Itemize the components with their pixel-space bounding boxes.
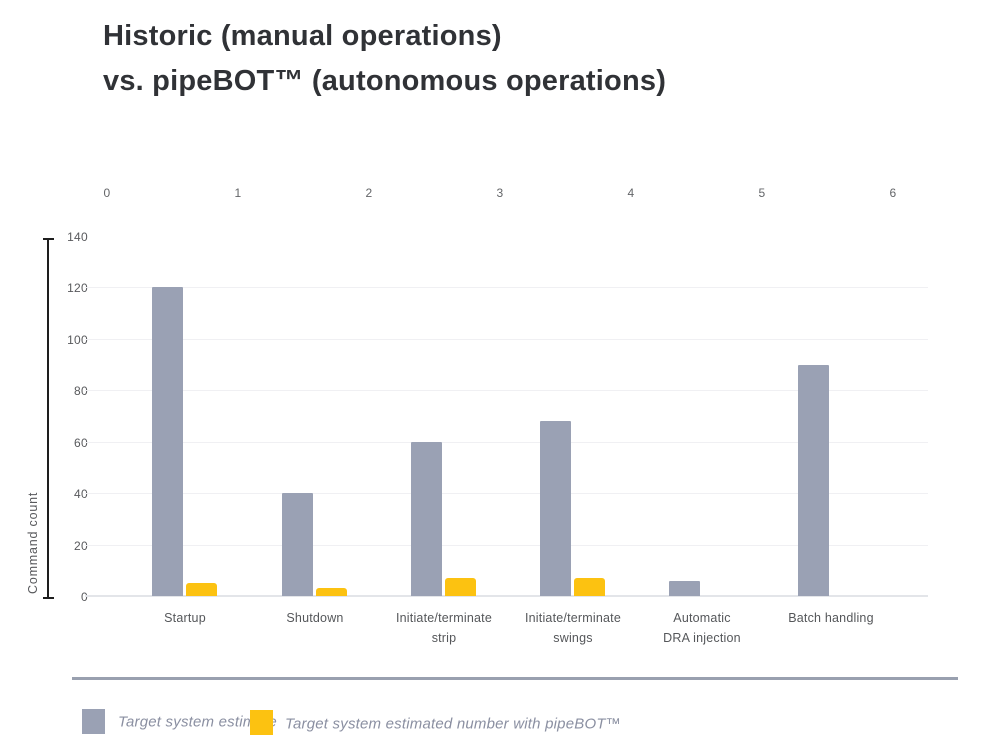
- category-label-5: Batch handling: [788, 611, 874, 625]
- category-label-3: Initiate/terminate swings: [524, 611, 621, 645]
- y-tick-100: 100: [67, 332, 88, 347]
- bar-estimate-2: [411, 441, 442, 596]
- top-axis-tick-0: 0: [103, 186, 111, 200]
- y-tick-80: 80: [74, 384, 88, 399]
- y-tick-60: 60: [74, 435, 88, 450]
- gridline-80: [85, 390, 928, 392]
- legend-divider: [72, 677, 958, 680]
- top-axis-tick-5: 5: [758, 186, 766, 200]
- legend-label-estimate: Target system estimate: [118, 713, 277, 731]
- category-label-4: Automatic DRA injection: [663, 611, 741, 645]
- chart-title-line1: Historic (manual operations): [103, 20, 502, 52]
- category-label-2: Initiate/terminate strip: [395, 611, 492, 645]
- top-axis-tick-2: 2: [365, 186, 373, 200]
- y-axis-line: [43, 238, 54, 599]
- gridline-40: [85, 493, 928, 495]
- chart-title: Historic (manual operations) vs. pipeBOT…: [103, 14, 666, 104]
- gridline-120: [85, 287, 928, 289]
- bar-pipebot-3: [574, 578, 605, 596]
- top-axis-tick-4: 4: [627, 186, 635, 200]
- legend-label-pipebot: Target system estimated number with pipe…: [285, 715, 621, 733]
- bar-estimate-5: [798, 364, 829, 596]
- bar-pipebot-0: [186, 583, 217, 596]
- chart-title-line2: vs. pipeBOT™ (autonomous operations): [103, 65, 667, 97]
- top-axis-tick-1: 1: [234, 186, 242, 200]
- top-axis-tick-3: 3: [496, 186, 504, 200]
- bar-pipebot-2: [445, 578, 476, 596]
- bar-estimate-3: [540, 421, 571, 596]
- bar-estimate-0: [152, 287, 183, 596]
- bar-estimate-1: [282, 493, 313, 596]
- y-tick-140: 140: [67, 230, 88, 244]
- gridline-60: [85, 441, 928, 443]
- bar-estimate-4: [669, 580, 700, 596]
- category-label-0: Startup: [164, 611, 206, 625]
- top-axis-tick-6: 6: [889, 186, 897, 200]
- plot-area: [85, 237, 928, 597]
- y-axis-line-stem: [47, 240, 49, 597]
- y-tick-120: 120: [67, 281, 88, 296]
- y-tick-0: 0: [81, 590, 88, 604]
- legend-swatch-estimate: [82, 709, 105, 734]
- y-tick-40: 40: [74, 487, 88, 502]
- gridline-20: [85, 544, 928, 546]
- gridline-100: [85, 338, 928, 340]
- y-tick-20: 20: [74, 538, 88, 553]
- x-axis-baseline: [85, 595, 928, 597]
- legend-swatch-pipebot: [250, 710, 273, 735]
- category-label-1: Shutdown: [286, 611, 344, 625]
- bar-pipebot-1: [316, 588, 347, 596]
